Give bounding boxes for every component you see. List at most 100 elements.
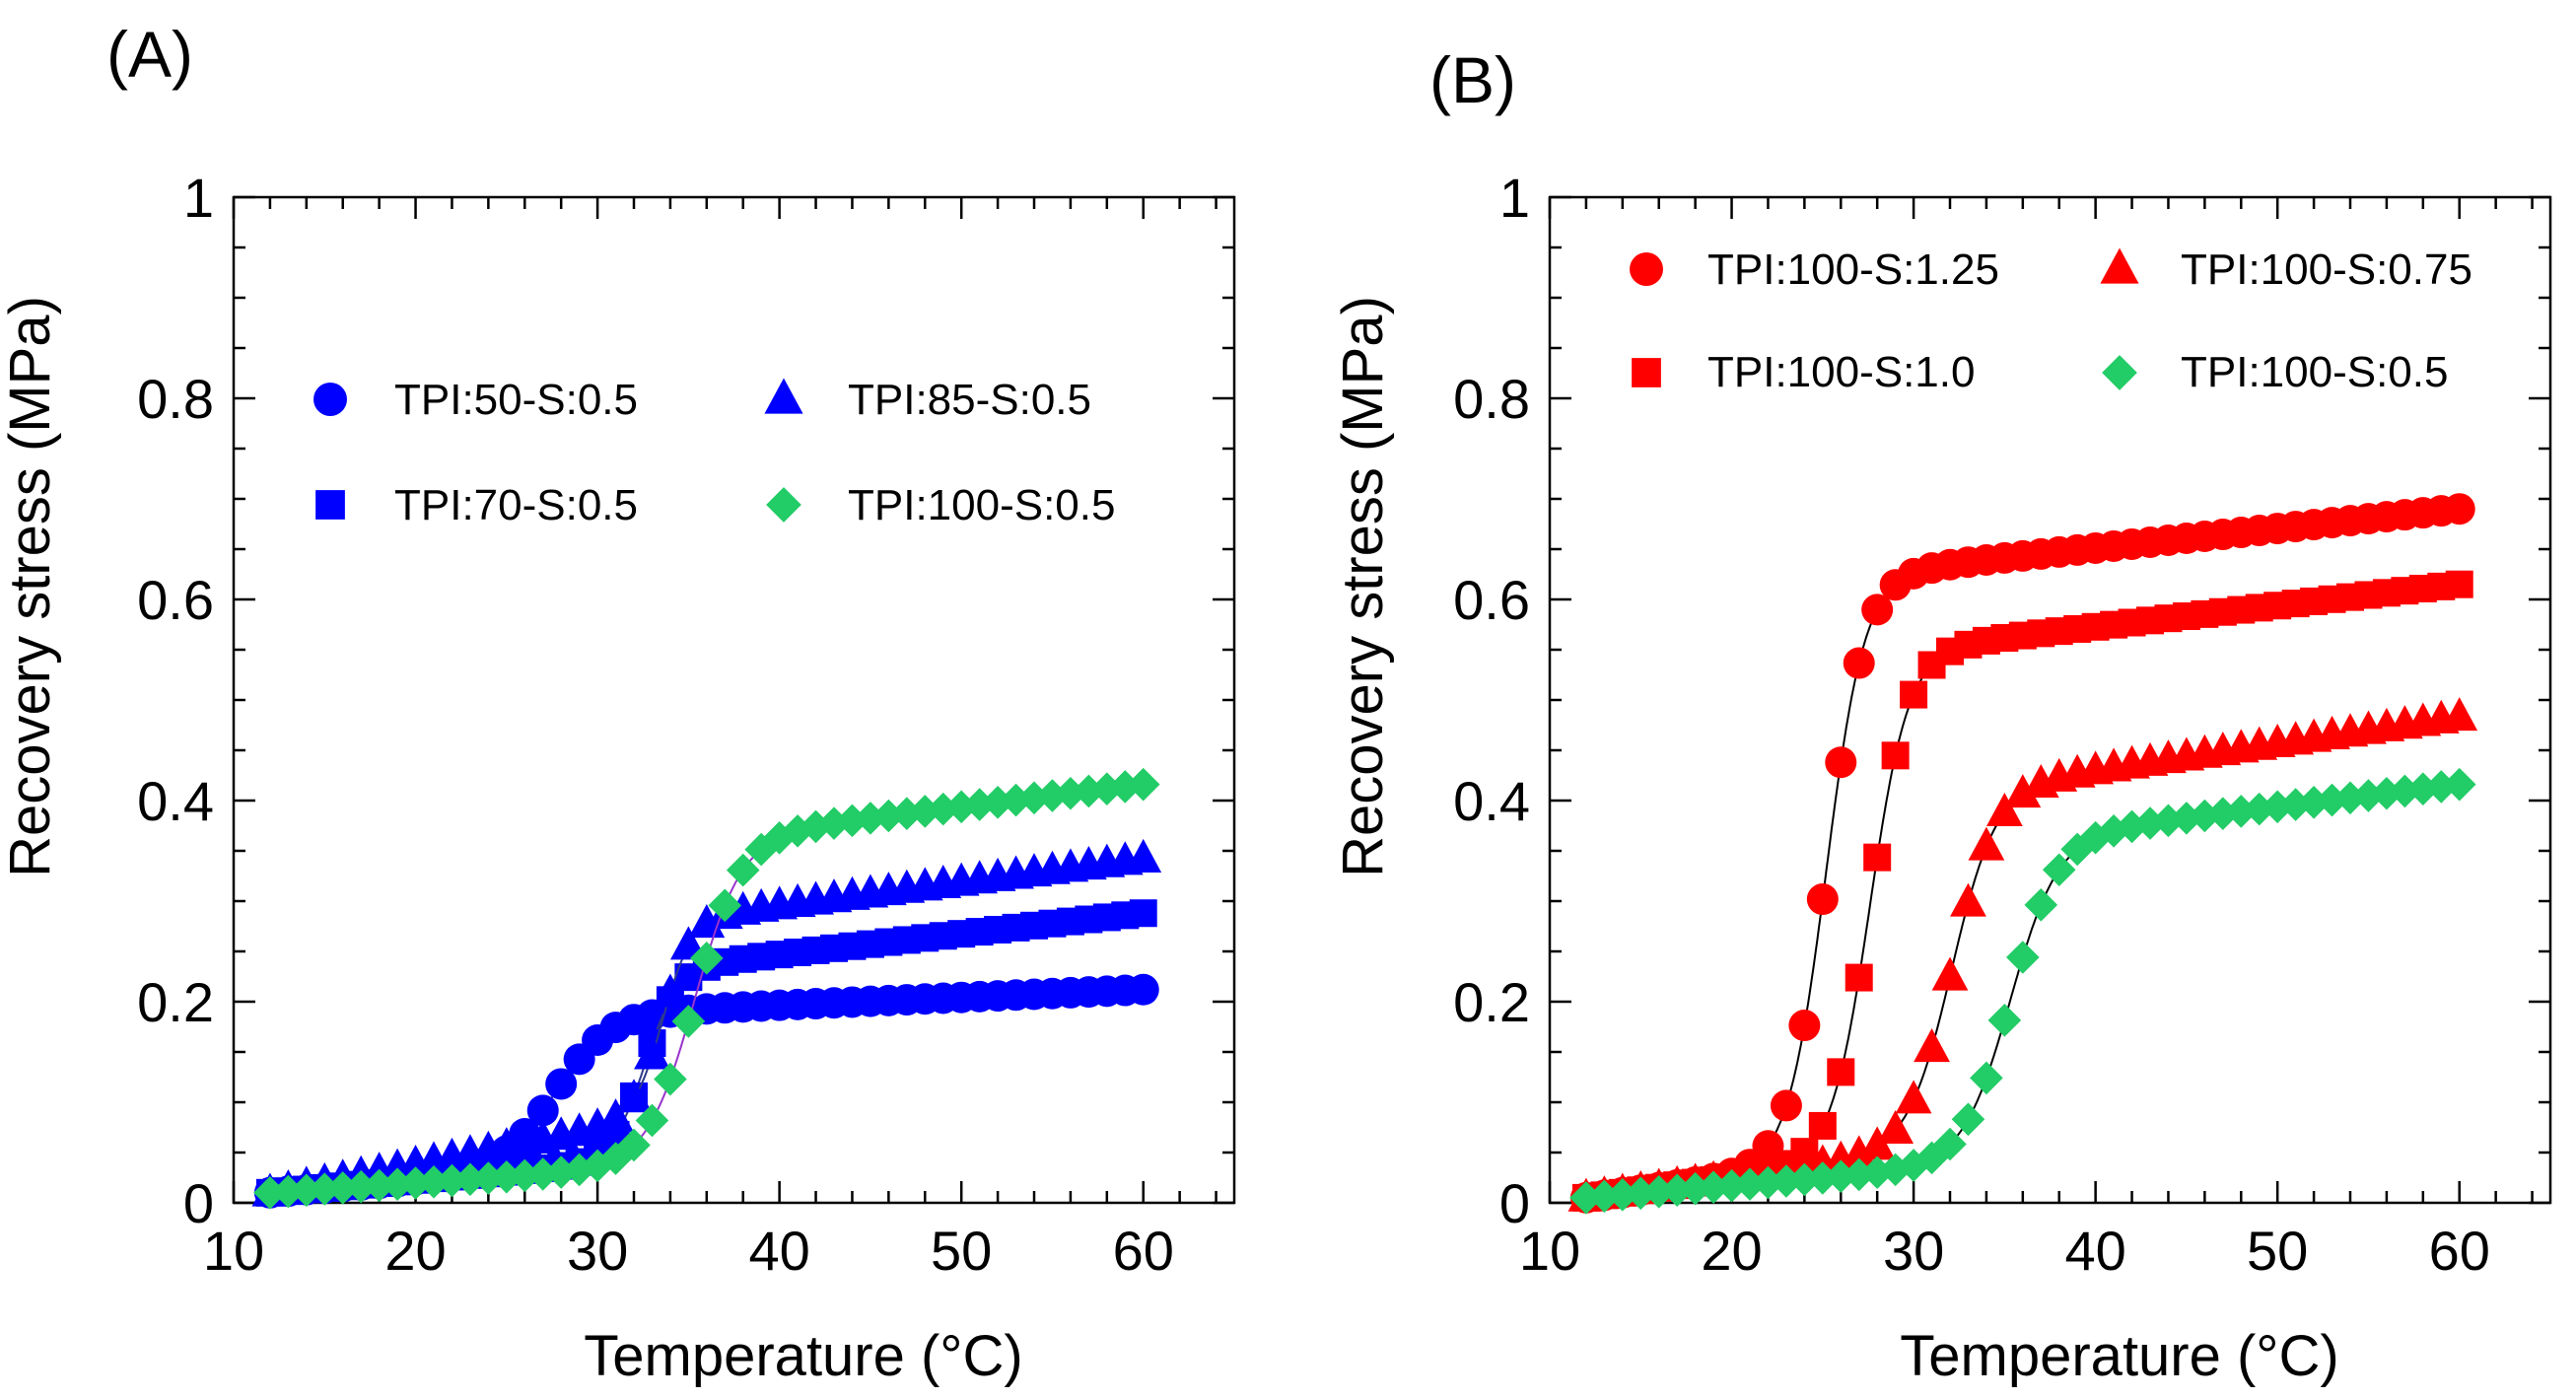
legend-a-item-1-label: TPI:70-S:0.5 [394, 481, 638, 529]
data-point [1933, 1127, 1967, 1161]
data-point [1900, 680, 1928, 709]
data-point [1914, 1028, 1950, 1063]
data-point [253, 1176, 287, 1210]
data-point [2060, 832, 2094, 867]
x-tick-label: 10 [1519, 1220, 1580, 1282]
data-point [508, 1158, 542, 1193]
panel-a-y-axis-label: Recovery stress (MPa) [0, 296, 62, 877]
data-point [726, 853, 760, 887]
data-point [2006, 941, 2040, 974]
data-point [1950, 882, 1986, 917]
data-point [435, 1163, 469, 1198]
data-point [1863, 843, 1892, 872]
panel-a-x-axis-label: Temperature (°C) [584, 1324, 1022, 1388]
data-point [1861, 594, 1894, 626]
data-point [545, 1068, 578, 1100]
panel-a-plot-frame [232, 195, 1236, 1205]
data-point [2445, 570, 2473, 598]
data-point [1858, 1126, 1896, 1160]
legend-b-item-1-label: TPI:100-S:1.0 [1707, 348, 1975, 396]
x-tick-label: 20 [1701, 1220, 1762, 1282]
data-point [1845, 963, 1873, 992]
data-point [344, 1169, 378, 1204]
x-tick-label: 30 [1883, 1220, 1944, 1282]
data-point [1788, 1010, 1821, 1042]
legend-b-item-0-label: TPI:100-S:1.25 [1707, 245, 1999, 294]
data-point [579, 1107, 616, 1142]
data-point [597, 1098, 634, 1133]
x-tick-label: 40 [2064, 1220, 2125, 1282]
data-point [617, 1128, 651, 1162]
data-point [1970, 1061, 2003, 1095]
legend-b-marker-1 [1632, 358, 1661, 387]
y-tick-label: 0 [1499, 1172, 1530, 1234]
data-point [2188, 799, 2222, 833]
y-tick-label: 0.8 [1453, 368, 1530, 430]
data-point [1714, 1168, 1749, 1203]
data-point [1054, 776, 1087, 810]
x-tick-label: 50 [931, 1220, 992, 1282]
data-point [1697, 1170, 1730, 1204]
panel-b-tick-labels: 10 20 30 40 50 60 0 0.2 0.4 0.6 0.8 1 [1453, 167, 2490, 1282]
data-point [1877, 1109, 1915, 1145]
data-point [1806, 883, 1839, 916]
legend-b-item-3-label: TPI:100-S:0.5 [2181, 348, 2448, 396]
data-point [381, 1167, 414, 1202]
data-point [362, 1168, 396, 1203]
data-point [1751, 1165, 1785, 1200]
data-point [1881, 741, 1910, 770]
data-point [2261, 790, 2294, 824]
data-point [1985, 792, 2023, 826]
series-square [1571, 570, 2473, 1212]
data-point [635, 1103, 669, 1138]
series-fit-line [1585, 583, 2460, 1199]
data-point [271, 1174, 306, 1209]
data-point [308, 1172, 342, 1206]
y-tick-label: 1 [1499, 167, 1530, 229]
data-point [417, 1164, 451, 1199]
data-point [2004, 774, 2042, 808]
x-tick-label: 10 [203, 1220, 264, 1282]
data-point [1641, 1174, 1676, 1209]
data-point [1125, 838, 1162, 873]
data-point [1127, 973, 1159, 1006]
data-point [453, 1162, 487, 1197]
y-tick-label: 0.6 [137, 569, 214, 631]
legend-a-item-2-label: TPI:85-S:0.5 [848, 376, 1091, 424]
y-tick-label: 0.2 [137, 971, 214, 1033]
panel-b-x-axis-label: Temperature (°C) [1900, 1324, 2338, 1388]
data-point [1825, 746, 1857, 779]
panel-b-y-axis-label: Recovery stress (MPa) [1331, 296, 1395, 877]
y-tick-label: 0 [183, 1172, 214, 1234]
data-point [1624, 1176, 1658, 1211]
legend-b-marker-2 [2100, 247, 2139, 284]
data-point [2443, 493, 2475, 525]
data-point [671, 1005, 706, 1038]
data-point [1895, 1080, 1932, 1114]
data-point [1770, 1164, 1803, 1198]
data-point [781, 814, 814, 848]
data-point [490, 1159, 523, 1194]
data-point [1808, 1111, 1837, 1140]
data-point [1587, 1179, 1622, 1214]
data-point [690, 942, 724, 975]
data-point [1770, 1089, 1802, 1122]
data-point [1968, 826, 2005, 861]
data-point [1987, 1004, 2022, 1037]
series-diamond [1569, 767, 2476, 1215]
data-point [654, 1062, 687, 1096]
data-point [1126, 767, 1160, 802]
y-tick-label: 0.8 [137, 368, 214, 430]
data-point [1841, 1135, 1878, 1169]
panel-a: (A) Recovery stress (MPa) Temperature (°… [0, 18, 1236, 1388]
data-point [708, 888, 742, 923]
data-point [290, 1173, 323, 1208]
panel-a-series [251, 767, 1162, 1210]
data-point [471, 1161, 506, 1195]
legend-a-marker-2 [764, 378, 803, 414]
data-point [2097, 814, 2130, 848]
panel-a-tick-labels: 10 20 30 40 50 60 0 0.2 0.4 0.6 0.8 1 [137, 167, 1174, 1282]
data-point [562, 1153, 596, 1187]
data-point [652, 973, 689, 1008]
